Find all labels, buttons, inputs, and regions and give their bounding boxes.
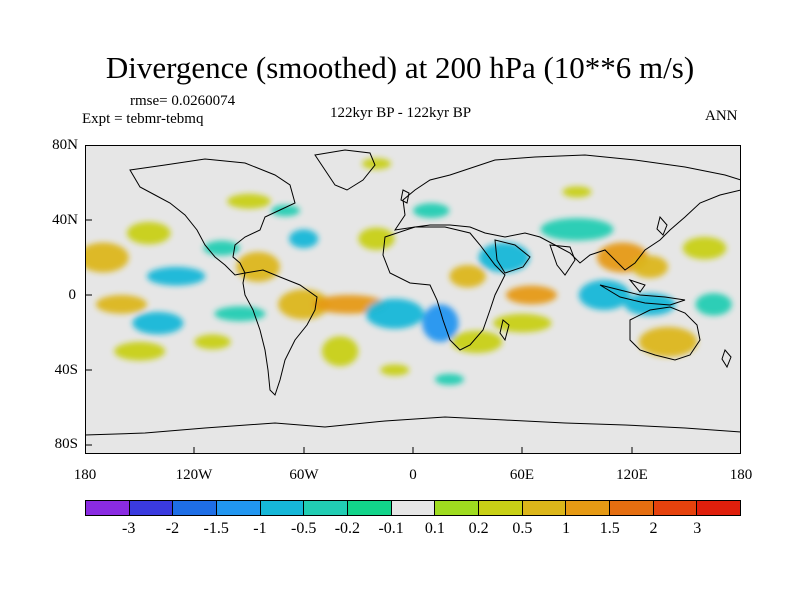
x-label-180e: 180	[729, 467, 753, 483]
colorbar-label: 0.1	[424, 520, 445, 537]
coast-new-zealand	[721, 349, 732, 369]
colorbar	[85, 500, 741, 516]
colorbar-cell-14	[697, 501, 741, 515]
colorbar-label: 0.2	[468, 520, 489, 537]
coast-arabia	[494, 239, 531, 274]
contour-blob	[562, 186, 592, 198]
colorbar-label: -1.5	[203, 520, 229, 537]
contour-blob	[194, 334, 231, 350]
contour-blob	[505, 285, 557, 305]
experiment-label: Expt = tebmr-tebmq	[82, 111, 204, 127]
colorbar-label: -0.2	[334, 520, 361, 537]
coast-australia	[629, 306, 701, 361]
x-label-60w: 60W	[289, 467, 319, 483]
colorbar-cell-4	[260, 501, 305, 515]
x-label-60e: 60E	[509, 467, 535, 483]
contour-blob	[146, 266, 206, 286]
x-label-120e: 120E	[616, 467, 648, 483]
contour-blob	[203, 240, 240, 256]
contour-blob	[434, 373, 465, 385]
contour-blob	[270, 205, 301, 217]
colorbar-cell-0	[86, 501, 130, 515]
x-label-0: 0	[409, 467, 417, 483]
colorbar-cell-11	[566, 501, 611, 515]
y-label-40n: 40N	[52, 212, 78, 228]
contour-blob	[214, 306, 266, 322]
colorbar-label: 1.5	[599, 520, 620, 537]
chart-title: Divergence (smoothed) at 200 hPa (10**6 …	[105, 50, 695, 85]
rmse-label: rmse= 0.0260074	[130, 93, 236, 109]
coast-eurasia	[393, 154, 741, 271]
contour-blob	[682, 236, 727, 260]
contour-blob	[540, 218, 614, 241]
coast-madagascar	[499, 319, 510, 342]
contour-blob	[631, 255, 669, 279]
season-label: ANN	[705, 108, 738, 124]
contour-blob	[695, 293, 732, 316]
contour-blob	[114, 341, 166, 361]
coast-north-america	[129, 158, 296, 276]
y-label-40s: 40S	[54, 362, 78, 378]
y-label-80n: 80N	[52, 137, 78, 153]
colorbar-cell-13	[653, 501, 698, 515]
colorbar-cell-2	[173, 501, 218, 515]
contour-blob	[126, 221, 171, 245]
colorbar-cell-12	[610, 501, 654, 515]
colorbar-label: -0.5	[290, 520, 317, 537]
contour-blob	[478, 242, 530, 273]
contour-blob	[380, 364, 410, 376]
x-label-180w: 180	[73, 467, 97, 483]
colorbar-label: -0.1	[378, 520, 404, 537]
coast-antarctica	[85, 416, 741, 436]
colorbar-cell-9	[479, 501, 523, 515]
colorbar-cell-1	[129, 501, 174, 515]
contour-blob	[289, 229, 319, 249]
colorbar-label: 2	[649, 520, 658, 537]
contour-blob	[85, 242, 129, 273]
coast-uk	[400, 189, 410, 204]
coast-africa	[382, 226, 506, 351]
coast-indonesia	[599, 278, 686, 306]
contour-blob	[227, 193, 271, 209]
coast-south-america	[242, 269, 318, 396]
contour-blob	[413, 203, 450, 219]
y-label-80s: 80S	[54, 436, 78, 452]
colorbar-cell-6	[348, 501, 392, 515]
contour-blob	[95, 295, 147, 314]
contour-blob	[578, 280, 630, 310]
colorbar-cell-10	[522, 501, 567, 515]
colorbar-label: 0.5	[512, 520, 533, 537]
coast-japan	[656, 215, 668, 236]
contour-blob	[422, 304, 459, 342]
colorbar-label: -3	[122, 520, 136, 537]
contour-blob	[132, 311, 184, 335]
contour-blob	[321, 336, 359, 367]
colorbar-label: -1	[253, 520, 267, 537]
x-label-120w: 120W	[175, 467, 213, 483]
colorbar-cell-8	[435, 501, 480, 515]
map-plot	[85, 145, 741, 454]
colorbar-label: 3	[693, 520, 702, 537]
colorbar-cell-3	[217, 501, 261, 515]
contour-blob	[358, 227, 395, 250]
colorbar-label: 1	[562, 520, 571, 537]
y-label-0: 0	[68, 287, 77, 303]
contour-blob	[361, 158, 392, 170]
colorbar-cell-5	[304, 501, 349, 515]
contour-blob	[449, 265, 486, 288]
coast-india	[549, 244, 576, 276]
period-label: 122kyr BP - 122kyr BP	[330, 105, 472, 121]
contour-blob	[624, 293, 676, 316]
contour-blob	[638, 326, 698, 357]
colorbar-label: -2	[165, 520, 180, 537]
coast-greenland	[314, 149, 376, 191]
contour-blob	[365, 298, 424, 329]
colorbar-cell-7	[391, 501, 436, 515]
contour-blob	[236, 251, 280, 282]
contour-blob	[451, 330, 503, 354]
